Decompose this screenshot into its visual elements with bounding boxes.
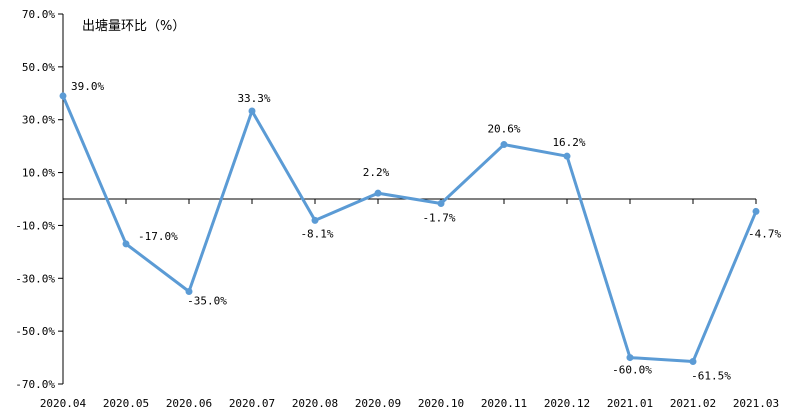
x-tick-label: 2020.10: [418, 397, 464, 410]
y-tick-label: -10.0%: [15, 219, 55, 232]
data-label: -4.7%: [748, 227, 781, 240]
x-tick-label: 2020.05: [103, 397, 149, 410]
data-point: [563, 152, 571, 160]
data-label: -17.0%: [138, 230, 178, 243]
y-tick-label: 10.0%: [22, 167, 55, 180]
data-label: -61.5%: [691, 370, 731, 383]
x-tick-label: 2020.12: [544, 397, 590, 410]
y-tick-label: -30.0%: [15, 272, 55, 285]
data-point: [374, 189, 382, 197]
y-axis: 70.0% 50.0% 30.0% 10.0% -10.0% -30.0% -50.0% -7…: [15, 8, 64, 391]
data-label: -8.1%: [300, 227, 333, 240]
data-label: 2.2%: [363, 166, 390, 179]
chart-title: 出塘量环比（%）: [82, 18, 185, 34]
data-point: [248, 107, 256, 115]
x-tick-label: 2021.03: [733, 397, 779, 410]
y-tick-label: -70.0%: [15, 378, 55, 391]
y-tick-label: 70.0%: [22, 8, 55, 21]
data-point: [185, 288, 193, 295]
data-label: -60.0%: [612, 364, 652, 377]
y-tick-label: 50.0%: [22, 61, 55, 74]
data-point: [500, 141, 508, 149]
data-point: [626, 354, 634, 362]
y-tick-label: 30.0%: [22, 114, 55, 127]
data-point: [437, 199, 445, 207]
x-tick-label: 2020.07: [229, 397, 275, 410]
x-tick-label: 2020.09: [355, 397, 401, 410]
series-group: [59, 92, 760, 366]
data-label: 39.0%: [71, 80, 104, 93]
x-tick-label: 2021.01: [607, 397, 653, 410]
data-point: [752, 207, 760, 215]
series-line: [61, 94, 758, 364]
data-point: [689, 358, 697, 366]
x-tick-label: 2020.08: [292, 397, 338, 410]
y-tick-label: -50.0%: [15, 325, 55, 338]
data-point: [122, 240, 130, 248]
data-point: [311, 216, 319, 224]
data-label: -1.7%: [422, 211, 455, 224]
data-labels: 39.0% -17.0% -35.0% 33.3% -8.1% 2.2% -1.7% 20.6…: [71, 80, 781, 383]
x-axis: 2020.04 2020.05 2020.06 2020.07 2020.08 2020.…: [40, 198, 779, 410]
data-label: 33.3%: [237, 92, 270, 105]
x-tick-label: 2020.11: [481, 397, 527, 410]
data-point: [59, 92, 67, 100]
x-tick-label: 2020.06: [166, 397, 212, 410]
data-label: -35.0%: [187, 295, 227, 308]
data-label: 16.2%: [552, 136, 585, 149]
x-tick-label: 2020.04: [40, 397, 87, 410]
x-tick-label: 2021.02: [670, 397, 716, 410]
data-label: 20.6%: [487, 123, 520, 136]
